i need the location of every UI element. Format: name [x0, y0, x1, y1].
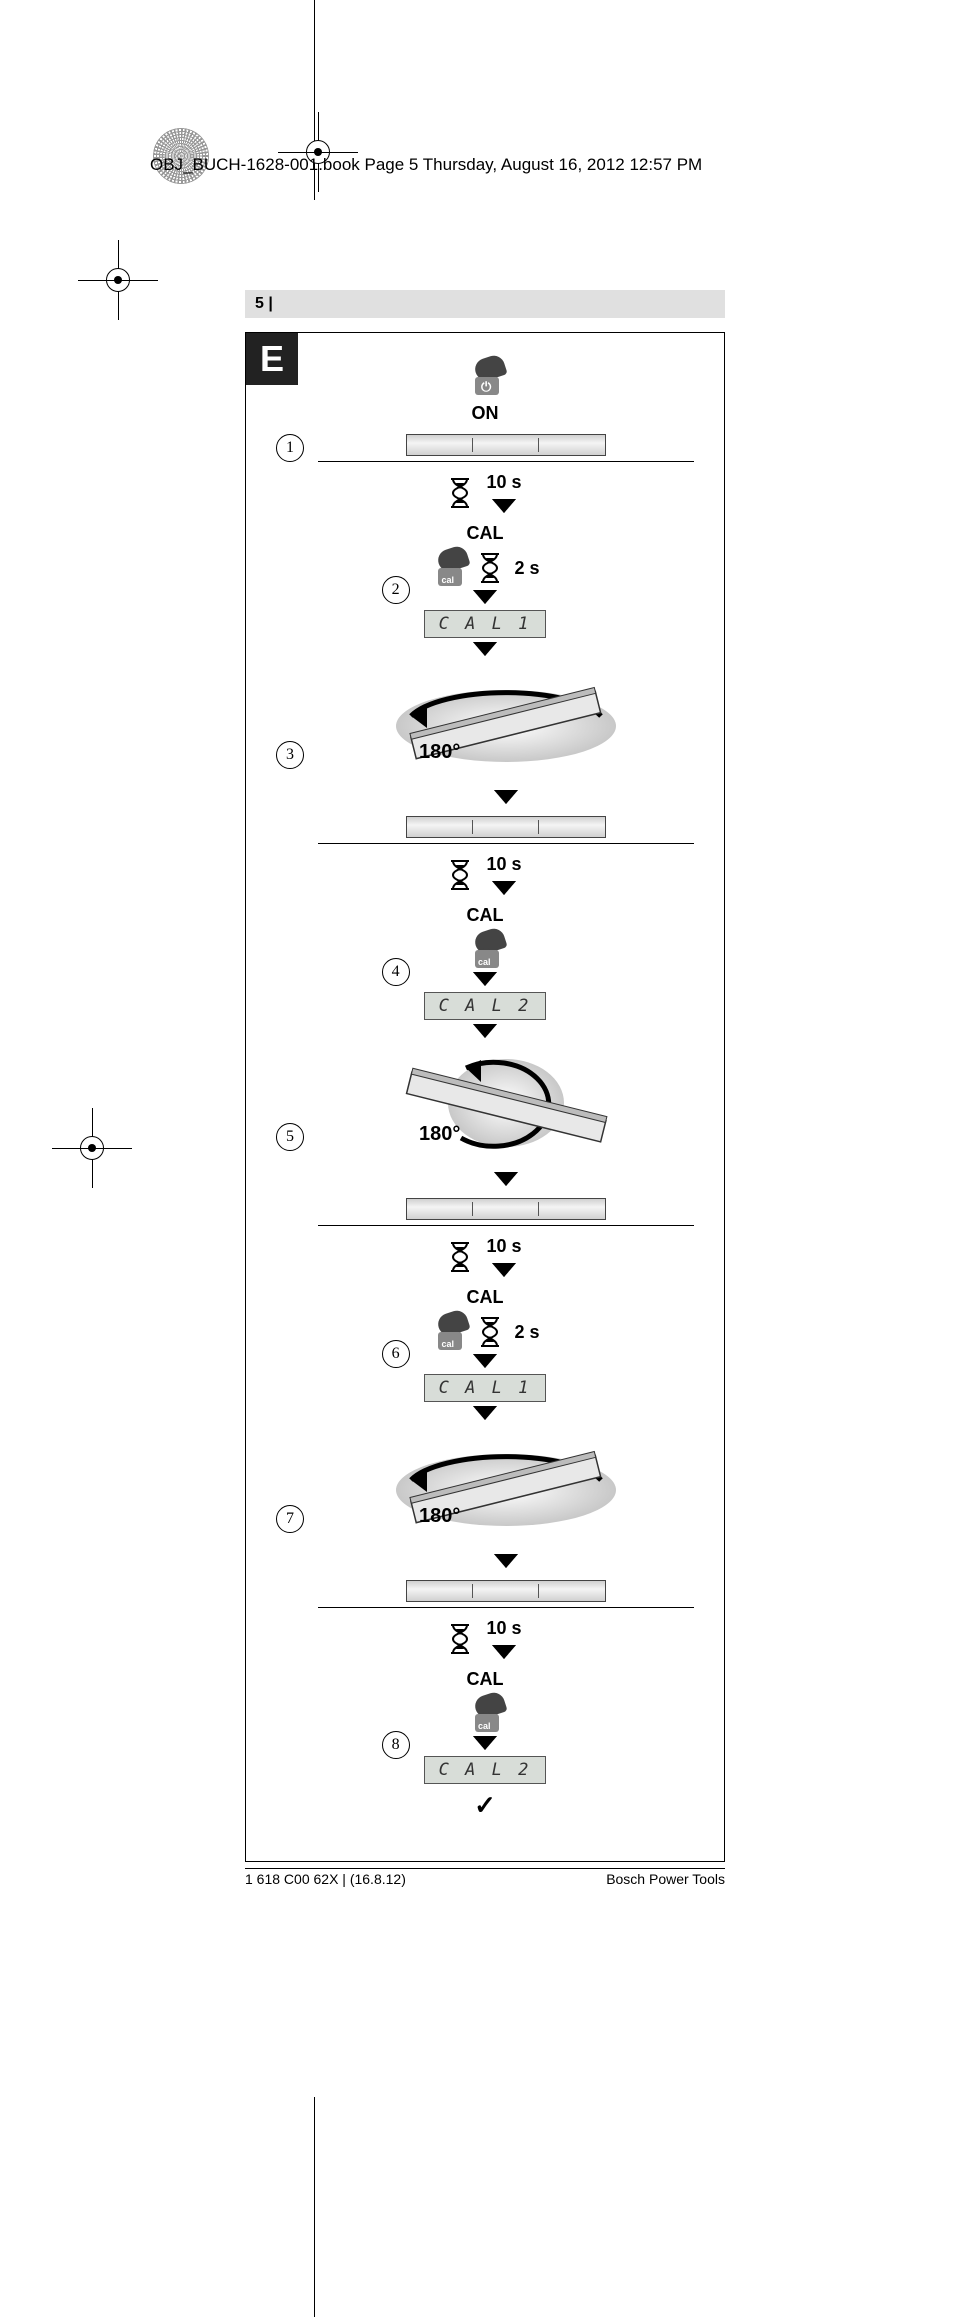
wait-10s-label: 10 s: [486, 1236, 521, 1257]
on-label: ON: [472, 403, 499, 424]
procedure-panel: E ON 1 10 s: [245, 332, 725, 1862]
down-arrow-icon: [475, 1026, 495, 1038]
lcd-cal1: C A L 1: [424, 1374, 547, 1402]
hourglass-icon: [448, 1623, 472, 1655]
step-num-6: 6: [382, 1340, 410, 1368]
cal-press-icon: [467, 932, 503, 968]
step-2-row: 2 CAL 2 s C A L 1: [276, 523, 694, 656]
step-6-row: 6 CAL 2 s C A L 1: [276, 1287, 694, 1420]
rotate-180-label: 180°: [419, 741, 460, 764]
rotate-axial-icon: 180°: [381, 1048, 631, 1168]
wait-10s-1: 10 s: [448, 472, 521, 513]
print-header-text: OBJ_BUCH-1628-001.book Page 5 Thursday, …: [150, 155, 804, 175]
surface-line: [318, 1607, 694, 1608]
hourglass-icon: [478, 552, 502, 584]
surface-line: [318, 461, 694, 462]
cal-press-icon: [430, 550, 466, 586]
footer-left: 1 618 C00 62X | (16.8.12): [245, 1871, 406, 1887]
step-4-row: 4 CAL C A L 2: [276, 905, 694, 1038]
step-num-7: 7: [276, 1505, 304, 1533]
surface-line: [318, 843, 694, 844]
level-icon: [406, 1198, 606, 1220]
lcd-cal2: C A L 2: [424, 992, 547, 1020]
page-footer: 1 618 C00 62X | (16.8.12) Bosch Power To…: [245, 1868, 725, 1887]
lcd-cal2: C A L 2: [424, 1756, 547, 1784]
rotate-horizontal-icon: 180°: [381, 1430, 631, 1550]
rotate-180-label: 180°: [419, 1123, 460, 1146]
cal-label: CAL: [467, 523, 504, 544]
step-3-row: 3 180°: [276, 666, 694, 844]
step-1-row: 1: [276, 434, 694, 462]
page-number-bar: 5 |: [245, 290, 725, 318]
hold-2s-label: 2 s: [514, 1322, 539, 1343]
hourglass-icon: [448, 1241, 472, 1273]
footer-right: Bosch Power Tools: [606, 1871, 725, 1887]
down-arrow-icon: [496, 792, 516, 804]
down-arrow-icon: [475, 1738, 495, 1750]
step-on-block: ON: [467, 359, 503, 424]
step-7-row: 7 180°: [276, 1430, 694, 1608]
step-num-3: 3: [276, 741, 304, 769]
hourglass-icon: [478, 1316, 502, 1348]
cal-label: CAL: [467, 905, 504, 926]
step-num-2: 2: [382, 576, 410, 604]
manual-page: 5 | E ON 1 10 s: [245, 290, 725, 1887]
down-arrow-icon: [475, 1356, 495, 1368]
cal-press-icon: [467, 1696, 503, 1732]
wait-10s-label: 10 s: [486, 854, 521, 875]
power-press-icon: [467, 359, 503, 395]
down-arrow-icon: [494, 1265, 514, 1277]
level-icon: [406, 434, 606, 456]
lcd-cal1: C A L 1: [424, 610, 547, 638]
down-arrow-icon: [475, 592, 495, 604]
wait-10s-label: 10 s: [486, 1618, 521, 1639]
down-arrow-icon: [496, 1556, 516, 1568]
step-num-5: 5: [276, 1123, 304, 1151]
cal-press-icon: [430, 1314, 466, 1350]
wait-10s-4: 10 s: [448, 1618, 521, 1659]
hourglass-icon: [448, 477, 472, 509]
cal-label: CAL: [467, 1287, 504, 1308]
step-num-8: 8: [382, 1731, 410, 1759]
down-arrow-icon: [475, 644, 495, 656]
level-icon: [406, 1580, 606, 1602]
wait-10s-2: 10 s: [448, 854, 521, 895]
step-5-row: 5 180°: [276, 1048, 694, 1226]
down-arrow-icon: [496, 1174, 516, 1186]
wait-10s-3: 10 s: [448, 1236, 521, 1277]
rotate-horizontal-icon: 180°: [381, 666, 631, 786]
step-num-1: 1: [276, 434, 304, 462]
down-arrow-icon: [494, 501, 514, 513]
hourglass-icon: [448, 859, 472, 891]
checkmark-icon: ✓: [474, 1790, 496, 1821]
cal-label: CAL: [467, 1669, 504, 1690]
down-arrow-icon: [475, 1408, 495, 1420]
down-arrow-icon: [494, 1647, 514, 1659]
down-arrow-icon: [494, 883, 514, 895]
hold-2s-label: 2 s: [514, 558, 539, 579]
level-icon: [406, 816, 606, 838]
rotate-180-label: 180°: [419, 1505, 460, 1528]
wait-10s-label: 10 s: [486, 472, 521, 493]
crop-line-bottom: [314, 2097, 315, 2317]
section-letter-badge: E: [246, 333, 298, 385]
down-arrow-icon: [475, 974, 495, 986]
surface-line: [318, 1225, 694, 1226]
step-8-row: 8 CAL C A L 2 ✓: [276, 1669, 694, 1821]
step-num-4: 4: [382, 958, 410, 986]
